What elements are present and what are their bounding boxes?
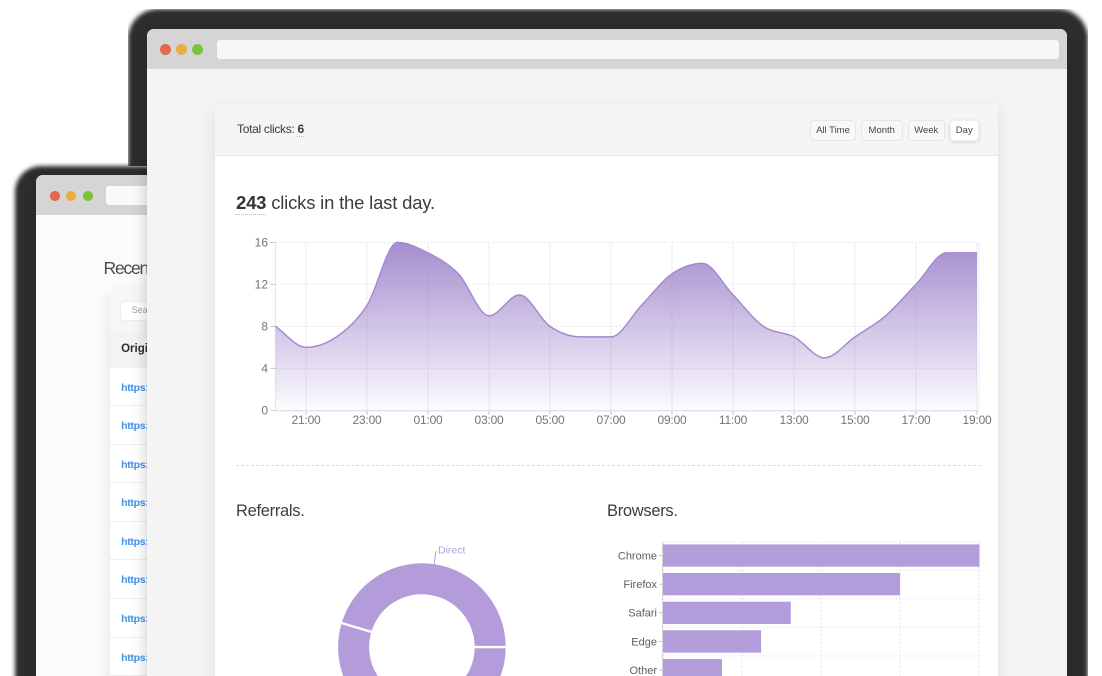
svg-text:19:00: 19:00: [962, 413, 992, 427]
svg-text:8: 8: [261, 319, 268, 333]
svg-text:12: 12: [255, 277, 269, 291]
svg-text:16: 16: [255, 235, 269, 249]
svg-text:11:00: 11:00: [719, 413, 748, 427]
svg-text:0: 0: [261, 403, 268, 417]
svg-text:Direct: Direct: [438, 544, 466, 556]
svg-text:21:00: 21:00: [291, 413, 321, 427]
svg-text:17:00: 17:00: [901, 413, 931, 427]
svg-text:15:00: 15:00: [840, 413, 870, 427]
svg-text:Edge: Edge: [631, 636, 657, 648]
svg-text:Firefox: Firefox: [623, 579, 657, 591]
svg-text:07:00: 07:00: [596, 413, 626, 427]
svg-text:01:00: 01:00: [413, 413, 443, 427]
svg-text:Chrome: Chrome: [618, 550, 657, 562]
svg-text:13:00: 13:00: [779, 413, 809, 427]
svg-text:Safari: Safari: [628, 607, 657, 619]
svg-text:03:00: 03:00: [474, 413, 504, 427]
svg-text:Other: Other: [629, 664, 657, 676]
svg-text:09:00: 09:00: [657, 413, 687, 427]
svg-text:23:00: 23:00: [352, 413, 382, 427]
svg-text:05:00: 05:00: [535, 413, 565, 427]
svg-text:4: 4: [261, 361, 268, 375]
